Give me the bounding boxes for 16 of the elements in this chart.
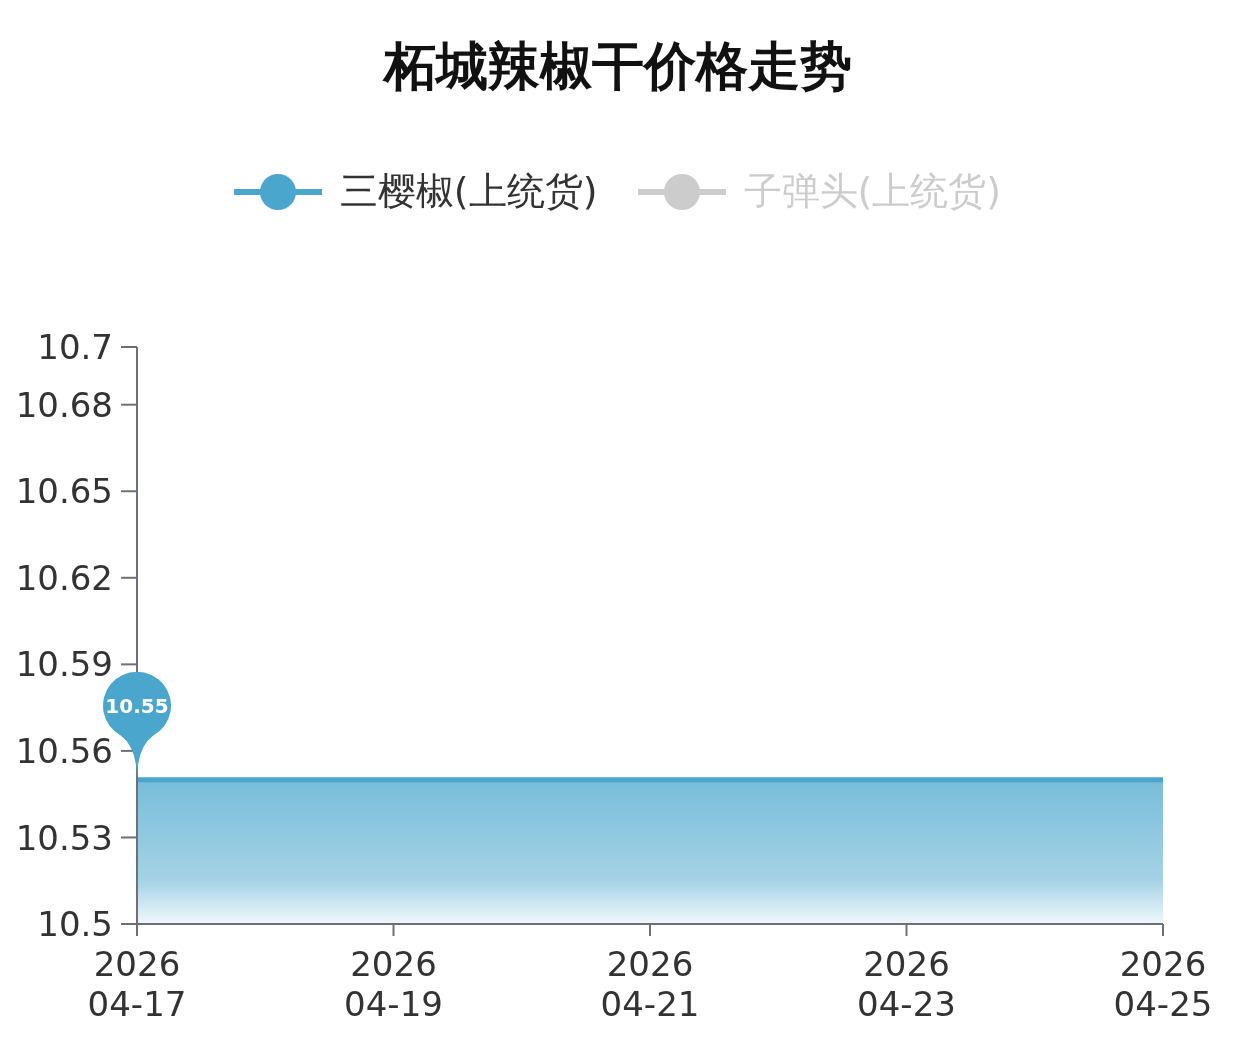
x-tick-label: 2026 04-23 <box>857 944 956 1024</box>
data-label: 10.55 <box>105 693 169 718</box>
x-tick-label: 2026 04-21 <box>600 944 700 1024</box>
y-tick-label: 10.5 <box>37 904 113 945</box>
y-tick-label: 10.62 <box>15 557 113 598</box>
legend-label: 三樱椒(上统货) <box>339 168 598 215</box>
y-tick-label: 10.59 <box>15 644 113 685</box>
x-tick-label: 2026 04-25 <box>1113 944 1213 1024</box>
x-tick-label: 2026 04-17 <box>87 944 187 1024</box>
y-tick-label: 10.7 <box>37 327 113 368</box>
x-tick-label: 2026 04-19 <box>344 944 443 1024</box>
y-tick-label: 10.56 <box>15 730 113 771</box>
y-tick-label: 10.65 <box>15 471 113 512</box>
chart-title: 柘城辣椒干价格走势 <box>381 35 853 98</box>
y-tick-label: 10.68 <box>15 384 113 425</box>
y-tick-label: 10.53 <box>15 817 113 858</box>
